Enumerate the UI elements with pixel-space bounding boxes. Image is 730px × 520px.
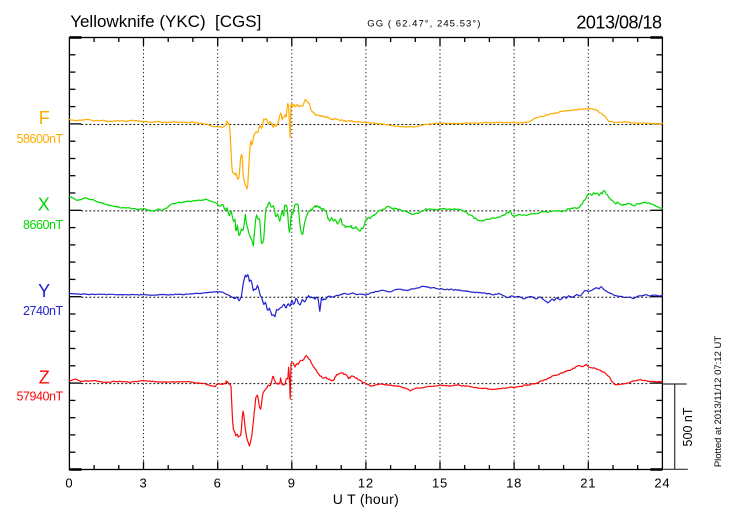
svg-text:X: X xyxy=(38,195,50,215)
svg-text:500 nT: 500 nT xyxy=(681,407,695,446)
svg-text:Yellowknife (YKC) [CGS]: Yellowknife (YKC) [CGS] xyxy=(70,12,261,31)
svg-text:24: 24 xyxy=(654,476,670,491)
svg-text:21: 21 xyxy=(580,476,596,491)
svg-text:Z: Z xyxy=(39,368,50,388)
svg-text:GG ( 62.47°, 245.53°): GG ( 62.47°, 245.53°) xyxy=(367,19,481,30)
svg-text:9: 9 xyxy=(288,476,296,491)
svg-text:0: 0 xyxy=(65,476,73,491)
svg-text:18: 18 xyxy=(506,476,522,491)
svg-text:12: 12 xyxy=(358,476,374,491)
svg-text:3: 3 xyxy=(139,476,147,491)
svg-text:Y: Y xyxy=(38,281,50,301)
svg-text:58600nT: 58600nT xyxy=(16,132,63,146)
svg-text:57940nT: 57940nT xyxy=(16,390,63,404)
svg-text:U T (hour): U T (hour) xyxy=(333,491,399,507)
svg-text:F: F xyxy=(39,108,50,128)
svg-text:2740nT: 2740nT xyxy=(23,304,64,318)
svg-text:6: 6 xyxy=(214,476,222,491)
svg-text:8660nT: 8660nT xyxy=(23,218,64,232)
svg-text:Plotted at 2013/11/12 07:12 UT: Plotted at 2013/11/12 07:12 UT xyxy=(713,336,724,468)
svg-text:2013/08/18: 2013/08/18 xyxy=(576,13,662,33)
svg-text:15: 15 xyxy=(432,476,448,491)
